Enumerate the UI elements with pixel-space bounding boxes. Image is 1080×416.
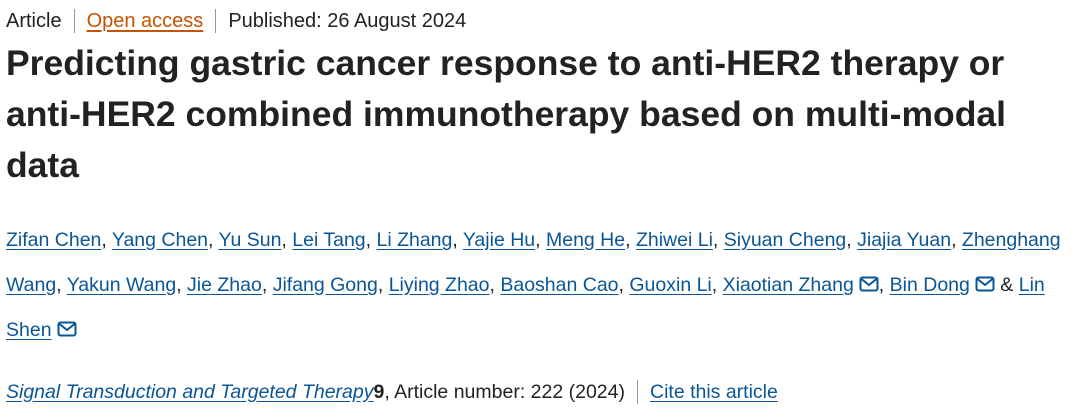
email-icon[interactable] xyxy=(975,276,995,292)
author-separator: , xyxy=(489,274,495,296)
author-separator: , xyxy=(176,274,182,296)
author-separator: , xyxy=(712,229,719,251)
author-link[interactable]: Meng He xyxy=(545,229,626,251)
author-link[interactable]: Bin Dong xyxy=(889,274,970,296)
email-icon[interactable] xyxy=(57,321,77,337)
author-separator: , xyxy=(951,229,957,251)
author-link[interactable]: Liying Zhao xyxy=(388,274,490,296)
email-icon[interactable] xyxy=(859,276,879,292)
journal-line: Signal Transduction and Targeted Therapy… xyxy=(6,378,778,406)
published-date: Published: 26 August 2024 xyxy=(228,9,467,32)
open-access-link[interactable]: Open access xyxy=(86,9,204,32)
author-link[interactable]: Guoxin Li xyxy=(629,274,712,296)
author-separator: , xyxy=(625,229,631,251)
author-list: Zifan Chen, Yang Chen, Yu Sun, Lei Tang,… xyxy=(6,218,1074,353)
author-link[interactable]: Siyuan Cheng xyxy=(723,229,847,251)
author-link[interactable]: Yu Sun xyxy=(218,229,282,251)
article-type: Article xyxy=(6,9,62,32)
author-link[interactable]: Lei Tang xyxy=(292,229,366,251)
author-separator: , xyxy=(261,274,268,296)
author-link[interactable]: Zhiwei Li xyxy=(635,229,713,251)
author-link[interactable]: Zhenghang Wang xyxy=(6,229,1061,296)
divider xyxy=(215,9,217,33)
author-separator: , xyxy=(281,229,287,251)
article-details: , Article number: 222 (2024) xyxy=(384,380,625,403)
author-link[interactable]: Baoshan Cao xyxy=(500,274,619,296)
author-link[interactable]: Zifan Chen xyxy=(6,229,102,251)
author-separator: & xyxy=(1000,274,1014,296)
author-link[interactable]: Xiaotian Zhang xyxy=(722,274,854,296)
author-separator: , xyxy=(711,274,718,296)
author-separator: , xyxy=(878,274,885,296)
cite-link[interactable]: Cite this article xyxy=(649,380,778,403)
author-link[interactable]: Yakun Wang xyxy=(66,274,177,296)
article-meta: Article Open access Published: 26 August 2… xyxy=(6,8,466,34)
author-separator: , xyxy=(535,229,541,251)
author-link[interactable]: Yajie Hu xyxy=(462,229,536,251)
author-link[interactable]: Yang Chen xyxy=(111,229,209,251)
author-separator: , xyxy=(846,229,852,251)
author-link[interactable]: Li Zhang xyxy=(376,229,453,251)
divider xyxy=(636,380,638,404)
author-link[interactable]: Jiajia Yuan xyxy=(857,229,952,251)
article-title: Predicting gastric cancer response to an… xyxy=(6,43,1007,185)
author-link[interactable]: Jifang Gong xyxy=(272,274,378,296)
author-link[interactable]: Jie Zhao xyxy=(187,274,262,296)
author-separator: , xyxy=(365,229,372,251)
divider xyxy=(73,9,75,33)
author-separator: , xyxy=(56,274,62,296)
author-separator: , xyxy=(208,229,214,251)
author-separator: , xyxy=(452,229,458,251)
author-separator: , xyxy=(101,229,107,251)
author-separator: , xyxy=(377,274,384,296)
author-link[interactable]: Lin Shen xyxy=(6,274,1045,341)
journal-link[interactable]: Signal Transduction and Targeted Therapy xyxy=(6,380,374,403)
author-separator: , xyxy=(618,274,624,296)
volume: 9 xyxy=(373,380,385,403)
